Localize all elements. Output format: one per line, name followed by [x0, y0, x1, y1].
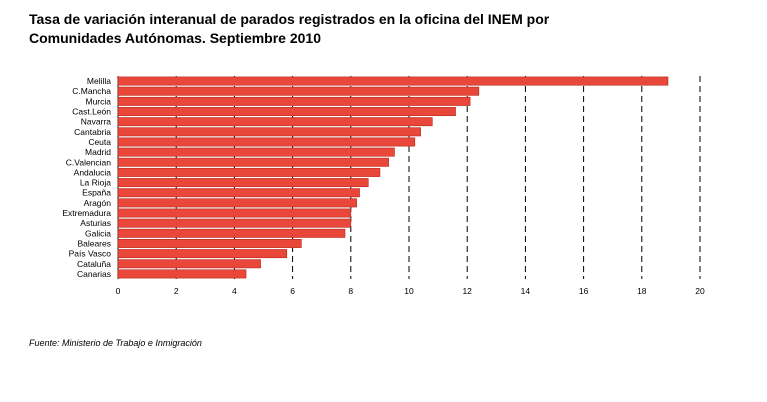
gridlines — [117, 76, 701, 279]
x-tick-label-0: 0 — [116, 286, 121, 296]
category-label-7: Madrid — [85, 147, 111, 157]
x-tick-label-16: 16 — [579, 286, 589, 296]
category-label-1: C.Mancha — [72, 86, 111, 96]
bar-3 — [117, 107, 456, 116]
category-label-9: Andalucia — [74, 167, 112, 177]
bar-7 — [117, 147, 395, 157]
category-label-19: Canarias — [77, 269, 111, 279]
bar-14 — [117, 218, 352, 228]
category-label-18: Cataluña — [77, 259, 111, 269]
category-label-10: La Rioja — [80, 178, 111, 188]
category-label-11: España — [82, 188, 111, 198]
bar-12 — [117, 198, 357, 208]
category-label-4: Navarra — [81, 117, 112, 127]
chart-title-line-2: Comunidades Autónomas. Septiembre 2010 — [29, 30, 321, 46]
x-tick-label-12: 12 — [462, 286, 472, 296]
category-label-14: Asturias — [80, 218, 111, 228]
x-tick-label-20: 20 — [695, 286, 705, 296]
chart-title: Tasa de variación interanual de parados … — [29, 10, 729, 48]
category-label-8: C.Valencian — [66, 157, 111, 167]
category-label-13: Extremadura — [62, 208, 111, 218]
bar-17 — [117, 249, 288, 259]
x-tick-label-8: 8 — [348, 286, 353, 296]
bar-8 — [117, 157, 389, 167]
category-label-15: Galicia — [85, 228, 111, 238]
category-label-17: País Vasco — [69, 249, 112, 259]
bar-11 — [117, 188, 360, 198]
bars — [117, 76, 669, 279]
bar-15 — [117, 228, 346, 238]
bar-1 — [117, 86, 480, 96]
x-tick-label-18: 18 — [637, 286, 647, 296]
bar-18 — [117, 259, 261, 269]
x-tick-label-10: 10 — [404, 286, 414, 296]
bar-5 — [117, 127, 421, 137]
x-tick-label-14: 14 — [521, 286, 531, 296]
bar-16 — [117, 239, 302, 248]
category-label-12: Aragón — [84, 198, 112, 208]
bar-9 — [117, 167, 381, 177]
category-label-6: Ceuta — [88, 137, 111, 147]
x-tick-labels: 0 2 4 6 8 10 12 14 16 18 20 — [116, 286, 705, 296]
category-label-16: Baleares — [77, 238, 111, 248]
category-label-0: Melilla — [87, 76, 111, 86]
bar-0 — [117, 76, 669, 86]
bar-6 — [117, 137, 416, 147]
category-label-5: Cantabria — [74, 127, 111, 137]
bar-19 — [117, 269, 247, 279]
category-label-2: Murcia — [85, 96, 111, 106]
bar-10 — [117, 178, 369, 188]
x-tick-label-6: 6 — [290, 286, 295, 296]
bar-13 — [117, 208, 352, 218]
bar-2 — [117, 96, 471, 106]
category-labels: MelillaC.ManchaMurciaCast.LeónNavarraCan… — [62, 76, 111, 279]
category-label-3: Cast.León — [72, 107, 111, 117]
source-note: Fuente: Ministerio de Trabajo e Inmigrac… — [29, 338, 202, 348]
x-tick-label-4: 4 — [232, 286, 237, 296]
chart-title-line-1: Tasa de variación interanual de parados … — [29, 11, 550, 27]
x-tick-label-2: 2 — [174, 286, 179, 296]
bar-4 — [117, 117, 433, 127]
